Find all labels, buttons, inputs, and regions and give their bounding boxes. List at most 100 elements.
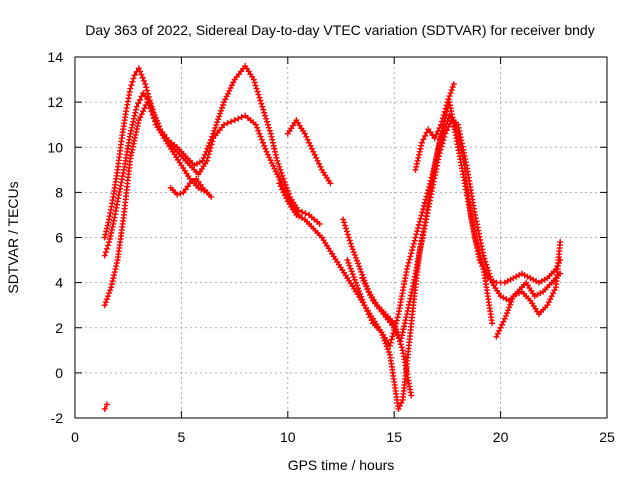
data-point <box>150 111 157 118</box>
data-point <box>360 274 367 281</box>
data-point <box>268 133 275 140</box>
data-point <box>343 228 350 235</box>
data-point <box>238 114 245 121</box>
data-point <box>396 338 403 345</box>
data-point <box>365 311 372 318</box>
data-point <box>259 139 266 146</box>
series-track-i <box>359 99 496 345</box>
data-point <box>272 151 279 158</box>
data-point <box>344 231 351 238</box>
data-point <box>103 245 110 252</box>
y-tick-label: 2 <box>55 320 63 336</box>
data-point <box>425 126 432 133</box>
data-point <box>327 180 334 187</box>
data-point <box>408 250 415 257</box>
data-point <box>128 124 135 131</box>
data-point <box>500 318 507 325</box>
data-point <box>103 228 110 235</box>
data-point <box>104 293 111 300</box>
data-point <box>357 266 364 273</box>
data-point <box>487 273 494 280</box>
data-point <box>108 284 115 291</box>
data-point <box>129 121 136 128</box>
data-point <box>352 254 359 261</box>
data-point <box>355 260 362 267</box>
x-tick-label: 20 <box>493 429 509 445</box>
data-point <box>154 120 161 127</box>
data-point <box>359 296 366 303</box>
data-point <box>384 346 391 353</box>
data-point <box>317 163 324 170</box>
data-point <box>353 282 360 289</box>
data-point <box>282 181 289 188</box>
series-track-c <box>101 99 210 309</box>
data-point <box>314 157 321 164</box>
data-point <box>392 323 399 330</box>
data-point <box>347 265 354 272</box>
data-point <box>478 256 485 263</box>
data-point <box>342 225 349 232</box>
data-point <box>145 102 152 109</box>
data-point <box>347 240 354 247</box>
data-point <box>438 121 445 128</box>
data-point <box>398 399 405 406</box>
data-point <box>106 239 113 246</box>
data-point <box>394 314 401 321</box>
data-point <box>281 178 288 185</box>
data-point <box>475 247 482 254</box>
series-track-j <box>412 81 457 173</box>
data-point <box>346 262 353 269</box>
data-point <box>195 178 202 185</box>
data-point <box>135 65 142 72</box>
data-point <box>472 234 479 241</box>
data-point <box>441 108 448 115</box>
data-point <box>509 295 516 302</box>
data-point <box>113 260 120 267</box>
data-point <box>418 142 425 149</box>
data-point <box>159 132 166 139</box>
data-point <box>140 90 147 97</box>
data-point <box>508 298 515 305</box>
data-point <box>401 320 408 327</box>
series-track-d <box>167 175 215 200</box>
data-point <box>551 287 558 294</box>
data-point <box>220 121 227 128</box>
data-point <box>506 304 513 311</box>
data-point <box>193 175 200 182</box>
data-point <box>352 279 359 286</box>
data-point <box>102 231 109 238</box>
data-point <box>144 99 151 106</box>
data-point <box>144 87 151 94</box>
y-axis-label: SDTVAR / TECUs <box>5 181 21 293</box>
data-point <box>277 183 284 190</box>
data-point <box>351 251 358 258</box>
data-point <box>341 219 348 226</box>
data-point <box>420 202 427 209</box>
data-point <box>547 296 554 303</box>
data-point <box>497 324 504 331</box>
data-point <box>104 222 111 229</box>
data-point <box>157 126 164 133</box>
data-point <box>340 216 347 223</box>
data-point <box>483 261 490 268</box>
data-point <box>112 266 119 273</box>
data-point <box>358 293 365 300</box>
data-point <box>414 228 421 235</box>
data-point <box>503 310 510 317</box>
data-point <box>502 312 509 319</box>
data-point <box>252 82 259 89</box>
data-point <box>557 239 564 246</box>
data-point <box>422 196 429 203</box>
series-track-k <box>493 239 564 340</box>
data-point <box>257 97 264 104</box>
data-point <box>427 129 434 136</box>
data-point <box>109 278 116 285</box>
data-point <box>356 288 363 295</box>
data-point <box>362 280 369 287</box>
data-point <box>349 271 356 278</box>
data-point <box>228 118 235 125</box>
data-point <box>446 93 453 100</box>
data-point <box>316 160 323 167</box>
data-point <box>391 320 398 327</box>
data-point <box>349 246 356 253</box>
